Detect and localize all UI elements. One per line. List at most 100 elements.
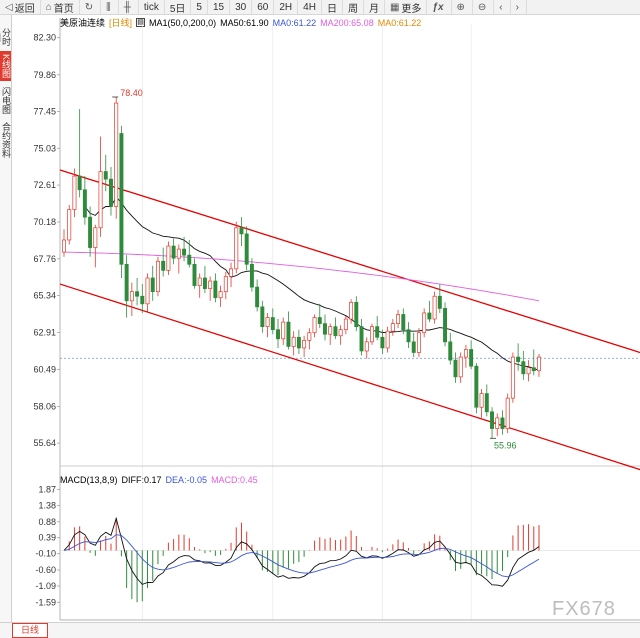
candle-body — [88, 216, 93, 248]
y-tick-label: 75.03 — [33, 143, 56, 153]
tab-kline[interactable]: K线图 — [0, 51, 11, 81]
ma200-line — [63, 251, 540, 302]
candle-body — [234, 227, 239, 270]
y-tick-label: 72.61 — [33, 180, 56, 190]
candle-body — [505, 397, 510, 429]
candle-body — [281, 321, 286, 340]
tab-daily[interactable]: 日线 — [12, 623, 48, 638]
candle-body — [396, 314, 401, 324]
candle-body — [516, 356, 521, 362]
candle-body — [218, 291, 223, 299]
candle-body — [463, 349, 468, 358]
candle-body — [343, 318, 348, 331]
high-label: 78.40 — [120, 88, 143, 98]
y-tick-label: 79.86 — [33, 70, 56, 80]
candle-body — [458, 356, 463, 378]
ma-settings-icon[interactable]: ▤ — [136, 18, 146, 27]
candle-style-button[interactable]: ╫ — [119, 0, 139, 14]
home-button[interactable]: ⌂ 首页 — [41, 0, 80, 15]
candle-body — [286, 321, 291, 347]
candle-body — [385, 330, 390, 349]
candle-body — [364, 341, 369, 352]
period-30min-button[interactable]: 30 — [230, 0, 253, 14]
more-button[interactable]: ▦ 更多 — [385, 0, 428, 15]
macd-value: MACD:0.45 — [211, 475, 258, 485]
candle-body — [354, 301, 359, 327]
next-button[interactable]: › — [511, 0, 527, 14]
instrument-name: 美原油连续 — [60, 18, 106, 28]
zoom-in-button[interactable]: ⊕ — [452, 0, 473, 14]
candle-body — [276, 329, 280, 340]
candle-body — [82, 189, 87, 218]
period-5min-button[interactable]: 5 — [191, 0, 208, 14]
y-tick-label: 58.06 — [33, 401, 56, 411]
period-15min-button[interactable]: 15 — [208, 0, 231, 14]
candle-body — [495, 417, 500, 429]
candle-body — [490, 411, 494, 429]
macd-y-tick-label: -1.59 — [35, 597, 56, 607]
back-button[interactable]: ◁ 返回 — [0, 0, 41, 15]
y-tick-label: 65.34 — [33, 291, 56, 301]
price-chart[interactable]: 82.30 79.86 77.45 75.03 72.61 70.18 67.76 65.34… — [0, 0, 640, 622]
candle-body — [537, 356, 541, 372]
tab-time-sharing[interactable]: 分时图 — [0, 28, 11, 46]
price-legend: 美原油连续 [日线] ▤ MA1(50,0,200,0) MA50:61.90 … — [60, 16, 421, 29]
candle-body — [129, 291, 134, 302]
period-label: [日线] — [109, 18, 133, 28]
dea-line — [63, 534, 540, 578]
grid-icon: ▦ — [389, 1, 400, 13]
candle-body — [390, 323, 395, 332]
candle-body — [255, 286, 260, 308]
candle-body — [124, 263, 129, 302]
bottom-bar — [0, 622, 640, 638]
candle-body — [182, 248, 187, 256]
tick-button[interactable]: tick — [139, 0, 165, 14]
ma-params: MA1(50,0,200,0) — [149, 17, 217, 28]
candle-body — [380, 336, 385, 349]
candle-body — [260, 306, 265, 327]
candle-body — [411, 341, 416, 353]
zoom-in-icon: ⊕ — [456, 1, 465, 13]
period-60min-button[interactable]: 60 — [252, 0, 275, 14]
period-2h-button[interactable]: 2H — [274, 0, 299, 14]
candle-body — [521, 361, 526, 375]
side-tab-bar: 分时图 K线图 闪电图 合约资料 — [0, 15, 12, 622]
chevron-right-icon: › — [515, 1, 519, 13]
period-week-button[interactable]: 周 — [343, 0, 364, 15]
period-5day-button[interactable]: 5日 — [165, 0, 192, 15]
y-tick-label: 62.91 — [33, 328, 56, 338]
y-tick-label: 70.18 — [33, 217, 56, 227]
home-icon: ⌂ — [45, 1, 52, 13]
macd-y-tick-label: -1.09 — [35, 581, 56, 591]
candlestick-icon: ╫ — [123, 1, 131, 13]
candle-body — [349, 301, 354, 320]
upper-channel-line — [59, 169, 640, 354]
tab-contract-info[interactable]: 合约资料 — [1, 122, 11, 158]
ma50-value: MA50:61.90 — [220, 17, 269, 28]
diff-line — [63, 516, 540, 587]
period-month-button[interactable]: 月 — [364, 0, 385, 15]
candle-body — [317, 317, 322, 324]
candle-body — [249, 263, 254, 288]
period-day-button[interactable]: 日 — [322, 0, 343, 15]
tab-flash[interactable]: 闪电图 — [1, 86, 11, 114]
candle-body — [333, 326, 338, 337]
candle-body — [135, 291, 140, 297]
candle-body — [223, 276, 228, 293]
formula-button[interactable]: ƒx — [427, 0, 452, 14]
refresh-button[interactable]: ↻ — [80, 0, 102, 14]
candle-body — [500, 417, 505, 429]
candle-body — [469, 349, 474, 367]
candle-body — [427, 312, 432, 320]
macd-legend: MACD(13,8,9) DIFF:0.17 DEA:-0.05 MACD:0.… — [60, 475, 258, 485]
candle-body — [359, 326, 364, 352]
period-4h-button[interactable]: 4H — [298, 0, 322, 14]
candle-body — [265, 317, 270, 327]
drawing-tool-button[interactable]: ⫼ — [101, 0, 119, 14]
macd-y-tick-label: 0.88 — [38, 517, 56, 527]
candle-body — [103, 171, 108, 180]
zoom-out-button[interactable]: ⊖ — [473, 0, 495, 14]
candle-body — [77, 175, 82, 191]
candle-body — [484, 393, 489, 413]
prev-button[interactable]: ‹ — [494, 0, 511, 14]
